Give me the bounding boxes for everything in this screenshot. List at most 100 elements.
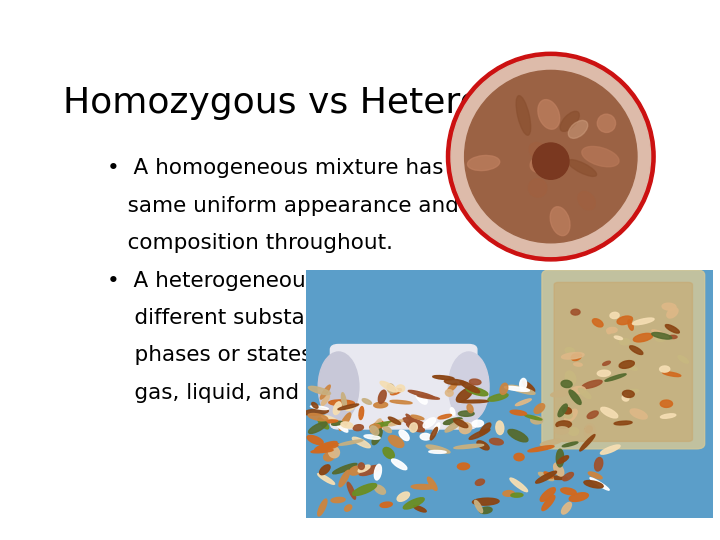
Ellipse shape: [318, 352, 359, 422]
FancyBboxPatch shape: [306, 270, 713, 518]
Ellipse shape: [528, 446, 554, 452]
Ellipse shape: [629, 389, 639, 393]
Ellipse shape: [550, 207, 570, 235]
Ellipse shape: [531, 416, 543, 424]
Ellipse shape: [614, 336, 623, 340]
Ellipse shape: [629, 346, 643, 354]
Ellipse shape: [585, 424, 595, 440]
Ellipse shape: [516, 399, 531, 406]
Ellipse shape: [582, 380, 602, 388]
Ellipse shape: [571, 309, 580, 315]
Ellipse shape: [328, 447, 339, 458]
Ellipse shape: [308, 414, 328, 421]
Ellipse shape: [565, 371, 576, 384]
Ellipse shape: [559, 407, 572, 418]
Ellipse shape: [536, 471, 557, 483]
Ellipse shape: [390, 389, 402, 395]
Ellipse shape: [388, 435, 404, 448]
Ellipse shape: [333, 402, 341, 415]
Ellipse shape: [336, 422, 348, 432]
Ellipse shape: [557, 449, 564, 467]
Ellipse shape: [568, 120, 588, 138]
Ellipse shape: [459, 400, 489, 403]
Ellipse shape: [469, 429, 490, 440]
Ellipse shape: [331, 497, 345, 503]
Ellipse shape: [571, 387, 585, 394]
Ellipse shape: [466, 387, 488, 396]
Ellipse shape: [551, 390, 572, 397]
Ellipse shape: [359, 407, 364, 420]
Ellipse shape: [511, 493, 523, 497]
Circle shape: [464, 70, 637, 243]
Ellipse shape: [516, 96, 531, 135]
Ellipse shape: [339, 470, 350, 487]
Ellipse shape: [530, 155, 552, 172]
Ellipse shape: [444, 418, 462, 424]
Ellipse shape: [380, 381, 397, 392]
Circle shape: [446, 52, 655, 261]
Ellipse shape: [588, 472, 602, 479]
Ellipse shape: [444, 379, 465, 385]
Ellipse shape: [408, 390, 435, 398]
Ellipse shape: [318, 474, 335, 484]
Ellipse shape: [472, 498, 499, 505]
Ellipse shape: [459, 423, 472, 434]
Ellipse shape: [364, 435, 380, 439]
Ellipse shape: [632, 318, 654, 325]
Ellipse shape: [321, 395, 329, 406]
Text: same uniform appearance and: same uniform appearance and: [107, 196, 459, 216]
Ellipse shape: [598, 370, 611, 376]
Ellipse shape: [347, 482, 356, 499]
Ellipse shape: [660, 400, 672, 407]
Ellipse shape: [655, 336, 666, 341]
Ellipse shape: [570, 493, 588, 502]
Ellipse shape: [556, 421, 572, 428]
Ellipse shape: [588, 411, 598, 418]
Ellipse shape: [510, 410, 526, 415]
Ellipse shape: [445, 420, 463, 432]
Ellipse shape: [538, 99, 559, 129]
Ellipse shape: [600, 445, 620, 454]
Ellipse shape: [318, 418, 328, 429]
Ellipse shape: [329, 400, 354, 406]
Ellipse shape: [623, 390, 634, 397]
Ellipse shape: [669, 335, 677, 339]
Ellipse shape: [460, 381, 480, 393]
Ellipse shape: [310, 406, 328, 409]
Ellipse shape: [304, 409, 328, 415]
Ellipse shape: [387, 384, 395, 393]
Ellipse shape: [585, 426, 593, 433]
Ellipse shape: [564, 409, 577, 423]
Ellipse shape: [560, 111, 580, 131]
Ellipse shape: [315, 443, 339, 451]
Ellipse shape: [603, 361, 611, 366]
Ellipse shape: [614, 421, 632, 425]
Ellipse shape: [561, 488, 576, 495]
Ellipse shape: [374, 419, 382, 429]
Ellipse shape: [630, 409, 647, 419]
Ellipse shape: [607, 327, 617, 333]
Ellipse shape: [580, 435, 595, 451]
Ellipse shape: [525, 415, 542, 420]
Ellipse shape: [397, 492, 410, 501]
Ellipse shape: [315, 441, 337, 451]
Ellipse shape: [359, 465, 380, 476]
FancyBboxPatch shape: [330, 345, 477, 429]
Ellipse shape: [415, 391, 427, 404]
Circle shape: [533, 143, 569, 179]
Ellipse shape: [426, 445, 450, 453]
Circle shape: [451, 57, 651, 256]
Ellipse shape: [311, 449, 333, 453]
Ellipse shape: [578, 192, 595, 210]
Ellipse shape: [320, 385, 330, 399]
Ellipse shape: [660, 414, 676, 418]
Ellipse shape: [652, 333, 672, 339]
Ellipse shape: [605, 374, 626, 381]
Ellipse shape: [403, 498, 424, 509]
Ellipse shape: [582, 146, 619, 167]
Ellipse shape: [446, 389, 453, 396]
Ellipse shape: [338, 404, 359, 410]
Ellipse shape: [500, 383, 508, 394]
Ellipse shape: [584, 481, 603, 488]
Ellipse shape: [467, 156, 500, 171]
